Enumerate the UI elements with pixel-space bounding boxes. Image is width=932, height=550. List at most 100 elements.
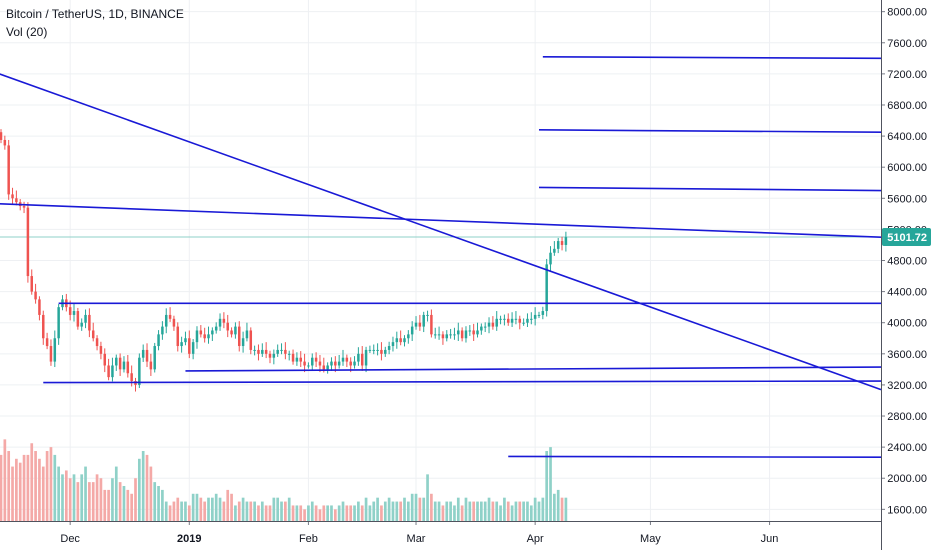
level-5700[interactable] — [538, 186, 882, 192]
volume-bar — [272, 497, 276, 521]
volume-bar — [68, 478, 72, 521]
volume-bar — [483, 501, 487, 521]
volume-bar — [299, 505, 303, 521]
grid — [0, 0, 881, 521]
candle-body — [141, 349, 145, 358]
level-6450[interactable] — [538, 129, 882, 133]
symbol-title[interactable]: Bitcoin / TetherUS, 1D, BINANCE — [6, 7, 184, 21]
candle-body — [72, 311, 76, 315]
candle-body — [22, 206, 26, 208]
volume-bar — [280, 501, 283, 521]
level-7400[interactable] — [542, 55, 882, 60]
volume-bar — [476, 501, 479, 521]
volume-bar — [418, 497, 422, 521]
candle-body — [45, 338, 49, 347]
volume-bar — [533, 497, 537, 521]
candle-body — [276, 349, 279, 354]
drawn-lines[interactable] — [0, 55, 882, 459]
upper-trendline[interactable] — [0, 203, 882, 238]
volume-bar — [522, 501, 525, 521]
volume-bar — [161, 489, 164, 521]
candle-body — [184, 338, 187, 343]
candle-body — [318, 361, 322, 366]
last-price-label: 5101.72 — [887, 232, 927, 244]
volume-bar — [226, 489, 230, 521]
volume-bar — [480, 501, 483, 521]
volume-bar — [41, 466, 45, 521]
candle-body — [499, 318, 502, 320]
volume-bar — [341, 501, 345, 521]
y-tick-label: 8000.00 — [887, 7, 927, 19]
volume-bar — [157, 486, 160, 521]
candle-body — [526, 318, 529, 323]
volume-indicator-title[interactable]: Vol (20) — [6, 25, 48, 39]
candle-body — [164, 314, 168, 327]
descending-trendline[interactable] — [0, 73, 882, 391]
volume-bar — [53, 454, 57, 521]
volume-bar — [564, 497, 568, 521]
candle-body — [437, 334, 441, 336]
volume-bar — [149, 466, 153, 521]
level-2280[interactable] — [508, 455, 882, 459]
candle-body — [284, 349, 287, 354]
volume-bar — [118, 482, 122, 521]
candle-body — [84, 314, 87, 323]
candle-body — [549, 252, 552, 265]
candle-body — [30, 276, 33, 292]
volume-bar — [291, 505, 295, 521]
volume-bar — [503, 497, 506, 521]
y-tick-label: 2800.00 — [887, 411, 927, 423]
candle-body — [57, 307, 60, 339]
volume-bar — [241, 497, 245, 521]
volume-bar — [541, 497, 545, 521]
volume-bar — [387, 497, 391, 521]
candle-body — [234, 326, 237, 335]
candle-body — [280, 349, 283, 351]
y-tick-label: 3200.00 — [887, 380, 927, 392]
x-tick-label: Feb — [299, 533, 318, 545]
candle-body — [245, 330, 249, 339]
candle-body — [222, 318, 226, 323]
candle-body — [191, 342, 195, 354]
volume-bar — [107, 489, 110, 521]
x-tick-label: Apr — [527, 533, 544, 545]
volume-bar — [349, 505, 353, 521]
volume-bar — [410, 493, 414, 521]
candle-body — [241, 338, 245, 347]
volume-bar — [464, 497, 468, 521]
candle-body — [422, 314, 425, 327]
candle-body — [130, 373, 133, 382]
volume-bar — [514, 501, 518, 521]
candle-body — [188, 338, 191, 354]
volume-bar — [441, 505, 445, 521]
y-tick-label: 4400.00 — [887, 287, 927, 299]
volume-bar — [61, 474, 64, 521]
volume-bar — [472, 501, 476, 521]
candle-body — [364, 349, 368, 366]
candle-body — [299, 357, 302, 362]
candle-body — [507, 318, 510, 323]
volume-bar — [437, 501, 441, 521]
candle-body — [380, 349, 383, 354]
candle-body — [472, 330, 475, 335]
volume-bar — [199, 497, 203, 521]
candle-body — [433, 334, 437, 336]
x-tick-label: 2019 — [177, 533, 201, 545]
candle-body — [303, 361, 306, 366]
volume-bar — [337, 505, 341, 521]
volume-bar — [257, 505, 260, 521]
volume-bar — [38, 458, 41, 521]
support-3350[interactable] — [185, 366, 882, 372]
volume-bar — [49, 447, 53, 521]
candle-body — [153, 346, 156, 370]
candle-body — [88, 314, 91, 331]
candle-body — [122, 361, 126, 370]
volume-bar — [187, 505, 191, 521]
candle-body — [218, 318, 222, 327]
chart-legend: Bitcoin / TetherUS, 1D, BINANCE Vol (20) — [6, 5, 184, 41]
volume-bar — [268, 505, 272, 521]
volume-bar — [364, 497, 368, 521]
support-3230[interactable] — [43, 380, 882, 384]
candle-body — [426, 314, 429, 316]
